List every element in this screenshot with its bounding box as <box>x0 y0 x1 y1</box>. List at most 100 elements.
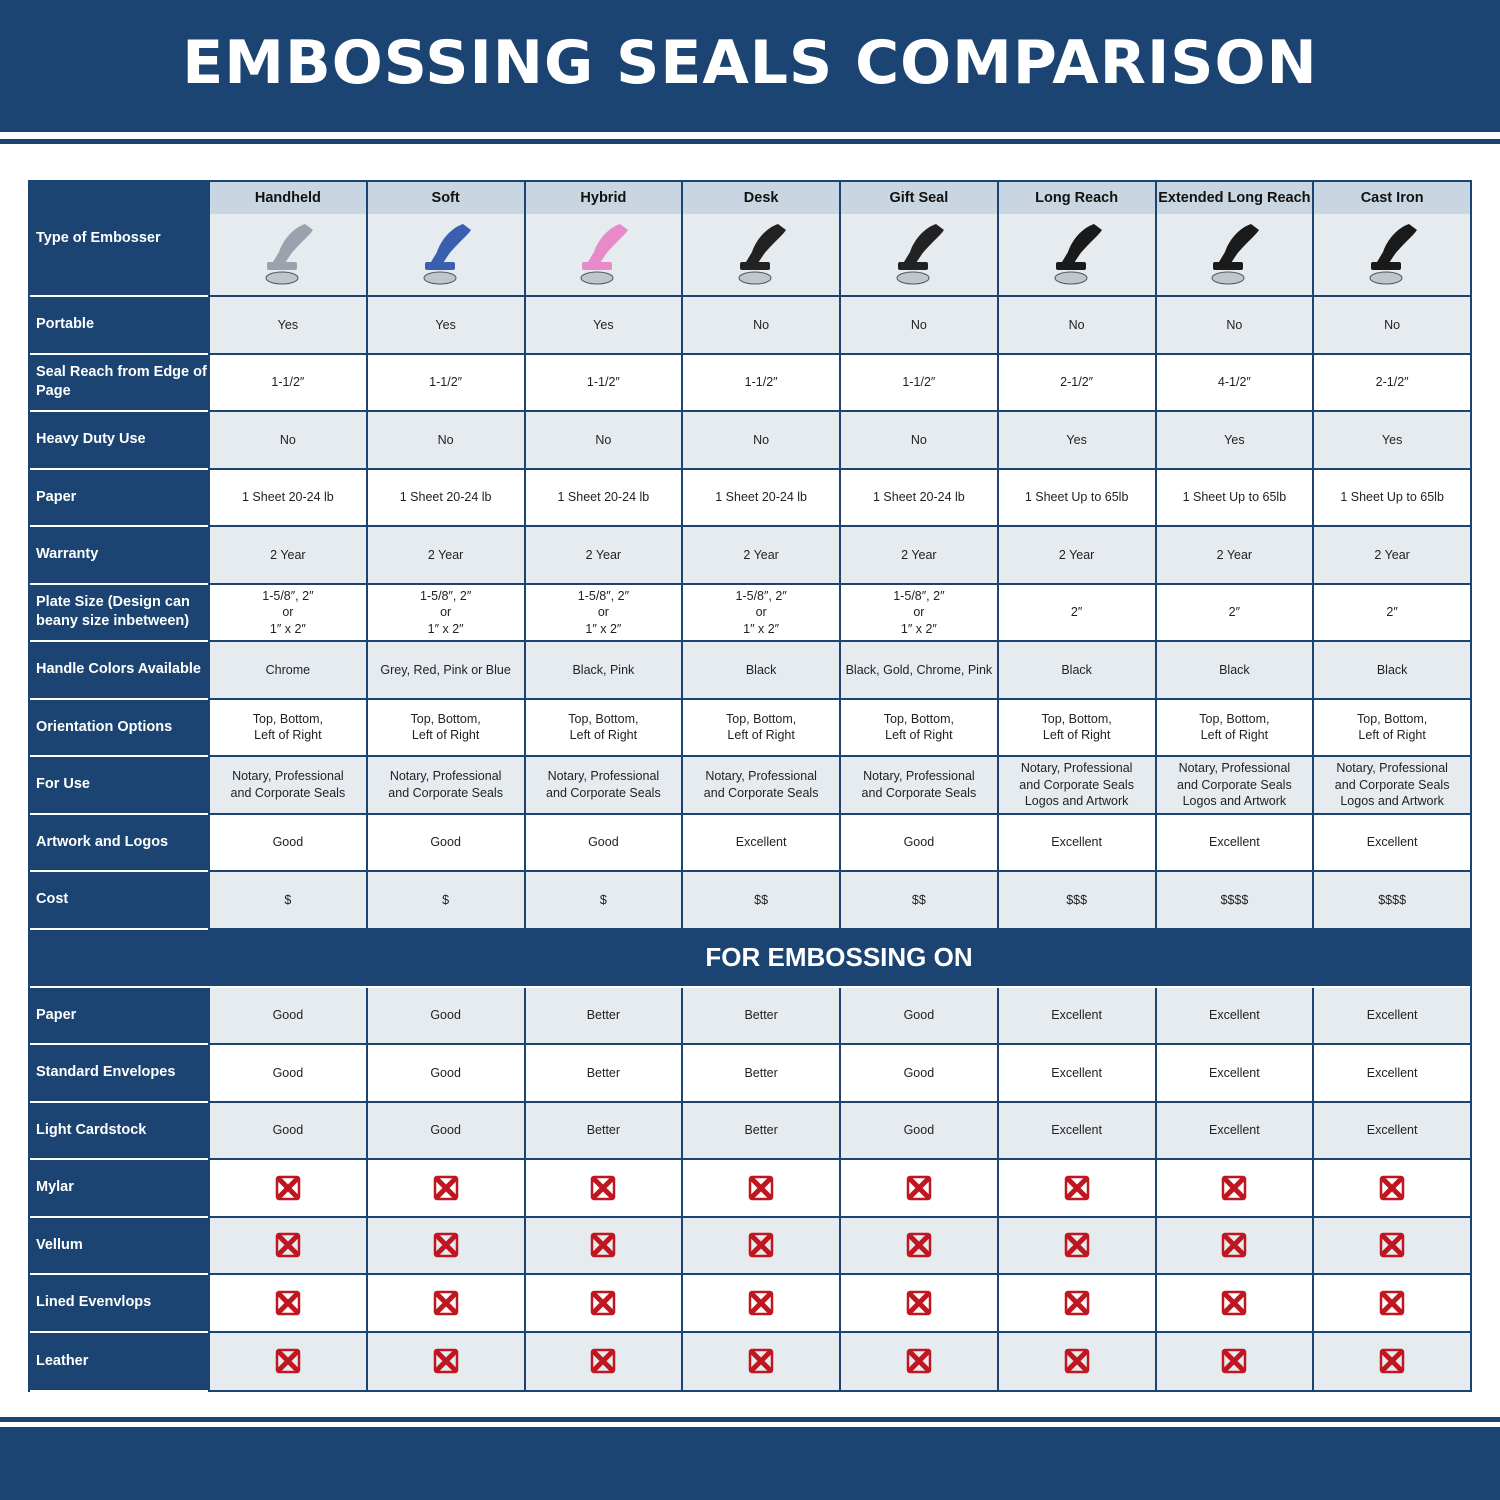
table-cell: Notary, Professional and Corporate Seals <box>208 757 366 813</box>
not-supported-icon <box>1379 1233 1405 1258</box>
table-cell <box>681 1332 839 1390</box>
column-name: Cast Iron <box>1314 182 1470 214</box>
not-supported-icon <box>591 1349 616 1374</box>
table-cell: No <box>365 412 524 468</box>
column-header: Handheld <box>208 182 366 295</box>
table-cell <box>365 1217 524 1273</box>
table-cell <box>1312 1160 1470 1216</box>
table-cell: 2-1/2″ <box>1312 354 1470 410</box>
not-supported-icon <box>275 1290 301 1315</box>
table-cell: Excellent <box>996 987 1155 1043</box>
table-cell: 2 Year <box>996 527 1155 583</box>
feature-row: Cost $ $ $ $$ $$ $$$ $$$$ $$$$ <box>30 872 1470 930</box>
table-cell: Good <box>365 1045 524 1101</box>
table-cell: No <box>208 412 366 468</box>
table-cell <box>208 1332 366 1390</box>
table-cell: 1-1/2″ <box>208 354 366 410</box>
table-cell <box>208 1275 366 1331</box>
table-cell: Excellent <box>1312 814 1470 870</box>
table-cell: Top, Bottom, Left of Right <box>208 699 366 755</box>
not-supported-icon <box>1064 1175 1089 1200</box>
table-cell: Black <box>1154 642 1313 698</box>
table-cell: 2 Year <box>1154 527 1313 583</box>
not-supported-icon <box>591 1233 616 1258</box>
table-cell: Notary, Professional and Corporate Seals <box>681 757 839 813</box>
table-cell: Black, Pink <box>523 642 682 698</box>
table-cell: Good <box>208 1045 366 1101</box>
table-cell: 2 Year <box>681 527 839 583</box>
not-supported-icon <box>591 1175 616 1200</box>
not-supported-icon <box>1379 1290 1405 1315</box>
table-cell: Notary, Professional and Corporate Seals <box>523 757 682 813</box>
table-cell: Excellent <box>1154 814 1313 870</box>
table-cell: Top, Bottom, Left of Right <box>365 699 524 755</box>
table-cell: 1-1/2″ <box>839 354 997 410</box>
row-label: Seal Reach from Edge of Page <box>30 354 208 412</box>
not-supported-icon <box>433 1175 458 1200</box>
not-supported-icon <box>1064 1290 1089 1315</box>
embosser-image <box>265 223 313 284</box>
table-cell: Yes <box>365 297 524 353</box>
table-cell: 2″ <box>996 584 1155 640</box>
column-header: Soft <box>365 182 524 295</box>
table-cell: 1 Sheet Up to 65lb <box>1312 469 1470 525</box>
not-supported-icon <box>1222 1290 1247 1315</box>
row-label: Paper <box>30 469 208 527</box>
table-cell: Excellent <box>1154 1045 1313 1101</box>
table-cell <box>681 1275 839 1331</box>
title-banner <box>0 0 1500 132</box>
table-cell: Black <box>681 642 839 698</box>
column-name: Handheld <box>210 182 366 214</box>
table-cell: 1-5/8″, 2″ or 1″ x 2″ <box>523 584 682 640</box>
table-cell: Good <box>365 987 524 1043</box>
table-cell: 1 Sheet 20-24 lb <box>208 469 366 525</box>
not-supported-icon <box>748 1290 774 1315</box>
table-cell: Black, Gold, Chrome, Pink <box>839 642 997 698</box>
table-cell: Top, Bottom, Left of Right <box>1312 699 1470 755</box>
not-supported-icon <box>275 1349 301 1374</box>
table-cell: No <box>681 297 839 353</box>
table-cell: Chrome <box>208 642 366 698</box>
table-cell: $ <box>523 872 682 928</box>
table-cell: Black <box>996 642 1155 698</box>
table-cell <box>1154 1217 1313 1273</box>
table-cell <box>839 1275 997 1331</box>
feature-row: Seal Reach from Edge of Page 1-1/2″ 1-1/2″… <box>30 354 1470 412</box>
column-header: Long Reach <box>996 182 1155 295</box>
embossing-row: Standard Envelopes Good Good Better Better Go… <box>30 1045 1470 1103</box>
table-cell: Excellent <box>996 814 1155 870</box>
table-cell <box>996 1160 1155 1216</box>
table-cell <box>1154 1160 1313 1216</box>
table-cell <box>208 1160 366 1216</box>
embossing-row: Light Cardstock Good Good Better Better Good E… <box>30 1102 1470 1160</box>
table-cell: Excellent <box>1312 1045 1470 1101</box>
not-supported-icon <box>433 1349 458 1374</box>
embossing-row: Mylar <box>30 1160 1470 1218</box>
table-cell <box>1312 1275 1470 1331</box>
table-cell: 1-1/2″ <box>365 354 524 410</box>
table-cell: Top, Bottom, Left of Right <box>523 699 682 755</box>
table-cell: $$$ <box>996 872 1155 928</box>
feature-row: Plate Size (Design can beany size inbetw… <box>30 584 1470 642</box>
column-header: Hybrid <box>523 182 682 295</box>
table-cell: $$$$ <box>1312 872 1470 928</box>
table-cell: 1 Sheet 20-24 lb <box>681 469 839 525</box>
table-cell <box>365 1332 524 1390</box>
table-cell: 1 Sheet 20-24 lb <box>365 469 524 525</box>
embosser-image <box>1054 223 1102 284</box>
product-image-cell <box>210 214 366 295</box>
table-cell <box>1312 1332 1470 1390</box>
table-cell: No <box>1154 297 1313 353</box>
not-supported-icon <box>275 1175 301 1200</box>
row-label: Artwork and Logos <box>30 814 208 872</box>
footer-banner <box>0 1427 1500 1500</box>
row-label: Type of Embosser <box>30 182 208 297</box>
table-cell <box>1154 1275 1313 1331</box>
not-supported-icon <box>1379 1175 1405 1200</box>
table-cell: $$ <box>681 872 839 928</box>
row-label: Lined Evenvlops <box>30 1275 208 1333</box>
embosser-image <box>423 223 471 284</box>
comparison-table: Type of Embosser Handheld Soft Hybrid Desk Gi… <box>28 180 1472 1392</box>
not-supported-icon <box>748 1349 774 1374</box>
table-cell: Better <box>523 1102 682 1158</box>
